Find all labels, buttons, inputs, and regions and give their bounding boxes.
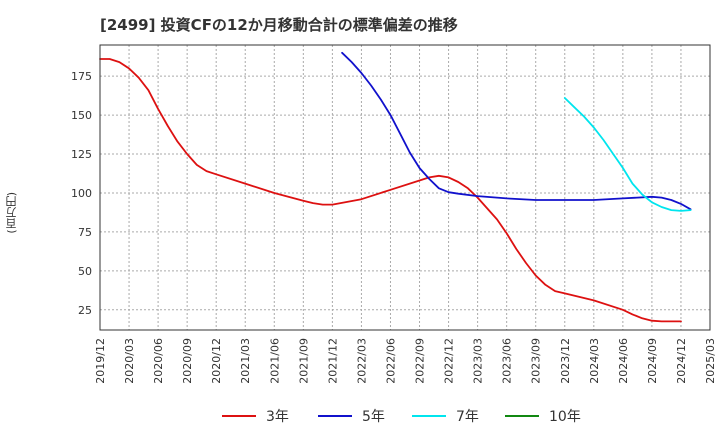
x-tick-label: 2020/06 [152,338,165,384]
series-line-3 [563,97,692,212]
x-tick-label: 2025/03 [704,338,717,384]
x-tick-label: 2024/12 [675,338,688,384]
legend-label-4: 10年 [549,409,581,425]
x-tick-label: 2021/03 [239,338,252,384]
x-tick-label: 2021/09 [297,338,310,384]
y-tick-label: 50 [78,265,92,278]
axis-layer: 2019/12 2020/03 2020/06 2020/09 2020/12 2021/… [71,44,717,384]
series-layer [99,51,692,323]
x-tick-label: 2021/12 [326,338,339,384]
y-tick-label: 150 [71,109,92,122]
legend-line-4 [505,415,539,417]
x-tick-label: 2023/12 [559,338,572,384]
x-tick-label: 2024/06 [617,338,630,384]
x-tick-label: 2023/09 [530,338,543,384]
x-tick-label: 2023/06 [501,338,514,384]
plot-frame [99,44,711,331]
x-tick-label: 2020/09 [181,338,194,384]
legend-item-3: 7年 [412,404,479,428]
x-tick-label: 2024/09 [646,338,659,384]
y-tick-label: 125 [71,148,92,161]
series-line-2 [341,51,692,211]
x-tick-label: 2022/03 [355,338,368,384]
y-tick-label: 175 [71,70,92,83]
legend-line-1 [222,415,256,417]
x-tick-label: 2020/12 [210,338,223,384]
legend-item-2: 5年 [318,404,385,428]
chart-title: [2499] 投資CFの12か月移動合計の標準偏差の推移 [100,16,458,34]
legend-line-2 [318,415,352,417]
grid-layer [100,45,710,330]
x-tick-label: 2021/06 [268,338,281,384]
y-tick-label: 25 [78,304,92,317]
x-tick-label: 2024/03 [588,338,601,384]
y-tick-label: 100 [71,187,92,200]
x-tick-label: 2023/03 [472,338,485,384]
legend-item-4: 10年 [505,404,581,428]
y-tick-label: 75 [78,226,92,239]
x-tick-label: 2022/09 [414,338,427,384]
legend-item-1: 3年 [222,404,289,428]
legend-label-3: 7年 [456,409,479,425]
legend: 3年 5年 7年 10年 [0,404,720,428]
legend-label-2: 5年 [362,409,385,425]
x-tick-label: 2022/06 [384,338,397,384]
x-tick-label: 2020/03 [123,338,136,384]
x-tick-label: 2022/12 [443,338,456,384]
series-line-1 [99,58,682,323]
legend-line-3 [412,415,446,417]
legend-label-1: 3年 [266,409,289,425]
x-tick-label: 2019/12 [94,338,107,384]
